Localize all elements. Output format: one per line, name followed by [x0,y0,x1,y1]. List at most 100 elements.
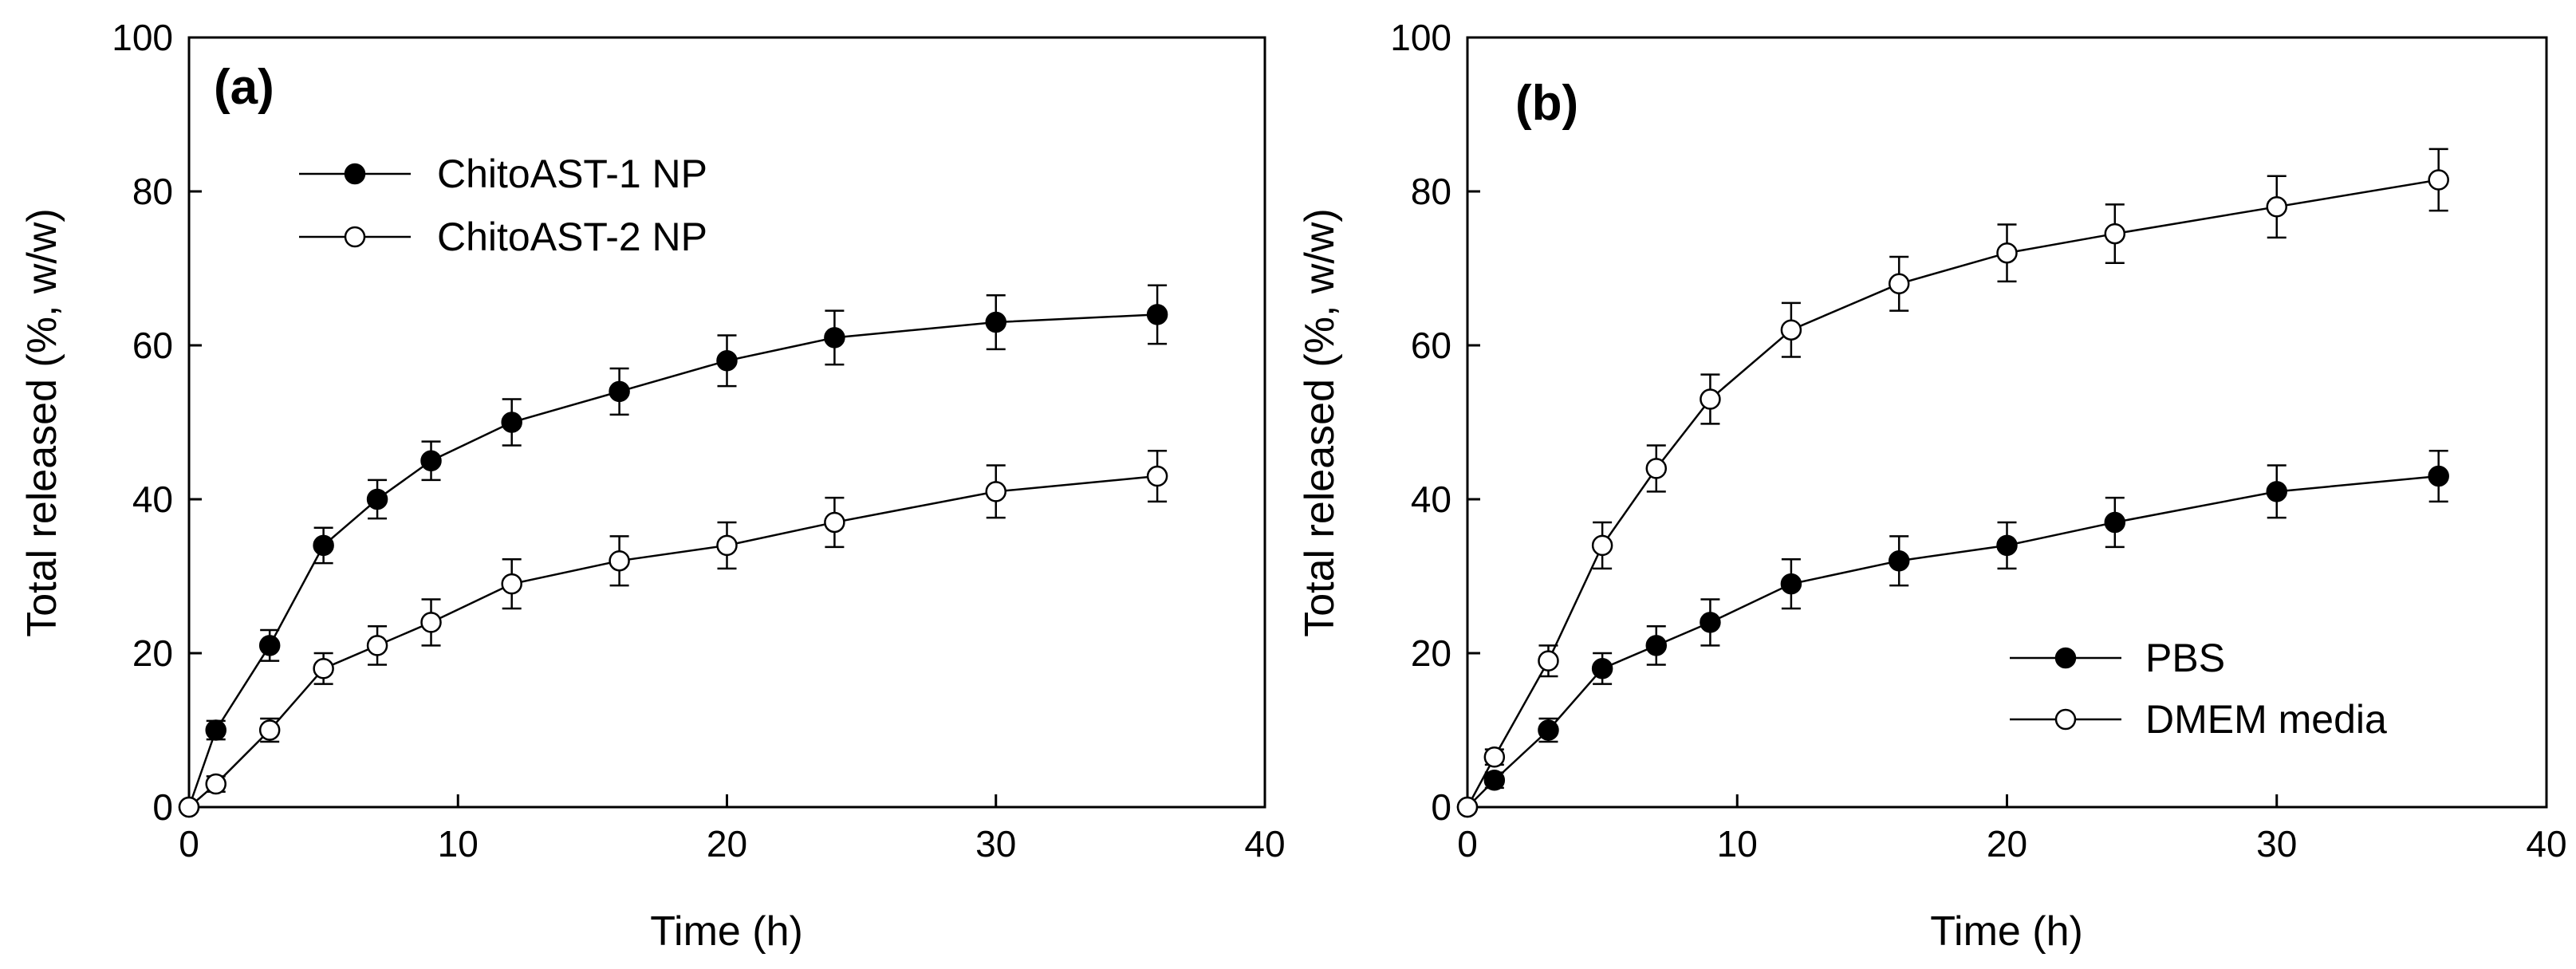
data-point-chitoast-1-np [609,380,630,403]
data-point-pbs [1645,635,1668,656]
data-point-pbs [1780,573,1802,595]
data-point-dmem-media [2266,196,2287,218]
data-point-dmem-media [1591,534,1613,557]
y-axis-title-b: Total released (%, w/w) [1297,208,1343,637]
y-tick-label: 60 [132,325,173,366]
data-point-chitoast-1-np [501,412,522,433]
x-tick-label: 20 [1987,823,2027,865]
legend-label-dmem: DMEM media [2145,697,2387,742]
x-axis-title-b: Time (h) [1930,908,2083,955]
series-line-chitoast-1-np [187,313,1158,808]
data-point-chitoast-1-np [366,488,388,510]
data-point-dmem-media [1456,796,1479,818]
data-point-pbs [2104,511,2126,534]
series-dmem-media [1456,148,2449,818]
data-point-chitoast-2-np [258,719,281,741]
data-point-dmem-media [1996,242,2018,264]
data-point-chitoast-2-np [313,658,334,679]
x-tick-label: 10 [438,823,479,865]
legend-marker-chitoast-1 [344,163,366,185]
x-tick-label: 20 [707,823,747,865]
data-point-pbs [2428,465,2449,487]
x-tick-label: 30 [2256,823,2297,865]
data-point-dmem-media [1645,458,1668,479]
data-point-pbs [1888,549,1910,572]
data-point-pbs [1700,612,1721,633]
data-point-chitoast-2-np [501,573,522,595]
panel-label-a: (a) [214,60,274,115]
data-point-chitoast-2-np [985,481,1006,502]
data-point-pbs [1483,769,1506,791]
legend-b: PBS DMEM media [2010,636,2387,742]
plot-frame-b [1466,36,2548,809]
y-tick-label: 100 [1390,17,1451,58]
data-point-chitoast-2-np [205,773,226,795]
y-tick-label: 100 [112,17,173,58]
y-tick-label: 0 [152,786,173,828]
data-point-chitoast-2-np [178,796,200,818]
data-point-pbs [1996,534,2018,557]
series-line-chitoast-2-np [188,475,1158,808]
series-layer-b [1456,148,2449,818]
axis-ticks-b: 0 10 20 30 40 0 20 40 60 80 100 [1390,17,2566,865]
plot-frame-a [187,36,1266,809]
legend-marker-pbs [2054,647,2077,669]
data-point-dmem-media [2428,169,2449,191]
y-tick-label: 0 [1431,786,1451,828]
panel-label-b: (b) [1515,76,1578,131]
legend-marker-chitoast-2 [344,226,366,248]
x-tick-label: 0 [1457,823,1478,865]
data-point-chitoast-1-np [1146,304,1168,325]
data-point-pbs [2266,481,2287,502]
data-point-chitoast-2-np [824,511,845,534]
x-tick-label: 10 [1717,823,1758,865]
data-point-dmem-media [1483,746,1506,768]
data-point-chitoast-1-np [420,450,442,471]
x-axis-title-a: Time (h) [650,908,803,955]
legend-label-chitoast-1: ChitoAST-1 NP [437,152,707,196]
data-point-dmem-media [1700,388,1721,410]
data-point-pbs [1538,719,1559,741]
axis-ticks-a: 0 10 20 30 40 0 20 40 60 80 100 [112,17,1285,865]
data-point-dmem-media [2104,223,2126,245]
data-point-chitoast-2-np [716,534,738,557]
data-point-chitoast-2-np [420,612,442,633]
legend-entry-dmem: DMEM media [2010,697,2387,742]
data-point-chitoast-1-np [313,534,334,557]
y-tick-label: 80 [1411,171,1451,212]
y-axis-title-a: Total released (%, w/w) [19,208,65,637]
legend-marker-dmem [2054,708,2077,731]
series-chitoast-2-np [178,449,1168,818]
data-point-chitoast-1-np [824,327,845,349]
legend-entry-chitoast-2: ChitoAST-2 NP [299,215,707,259]
y-tick-label: 20 [132,632,173,674]
legend-label-pbs: PBS [2145,636,2225,680]
data-point-dmem-media [1780,319,1802,341]
series-layer-a [178,284,1168,818]
y-tick-label: 40 [132,479,173,520]
data-point-chitoast-1-np [205,719,226,741]
panel-b: (b) Time (h) Total released (%, w/w) 0 10… [1297,17,2567,955]
data-point-chitoast-1-np [985,311,1006,333]
legend-label-chitoast-2: ChitoAST-2 NP [437,215,707,259]
data-point-chitoast-2-np [1146,465,1168,487]
series-pbs [1456,449,2449,818]
y-tick-label: 80 [132,171,173,212]
data-point-dmem-media [1538,650,1559,672]
series-line-pbs [1467,475,2439,808]
legend-entry-chitoast-1: ChitoAST-1 NP [299,152,707,196]
panel-a: (a) Time (h) Total released (%, w/w) 0 10… [19,17,1286,955]
legend-entry-pbs: PBS [2010,636,2225,680]
data-point-pbs [1591,658,1613,679]
x-tick-label: 0 [179,823,199,865]
x-tick-label: 40 [1244,823,1285,865]
series-chitoast-1-np [178,284,1168,818]
legend-a: ChitoAST-1 NP ChitoAST-2 NP [299,152,707,259]
x-tick-label: 30 [975,823,1016,865]
y-tick-label: 40 [1411,479,1451,520]
data-point-chitoast-2-np [609,549,630,572]
y-tick-label: 60 [1411,325,1451,366]
data-point-dmem-media [1888,273,1910,295]
y-tick-label: 20 [1411,632,1451,674]
